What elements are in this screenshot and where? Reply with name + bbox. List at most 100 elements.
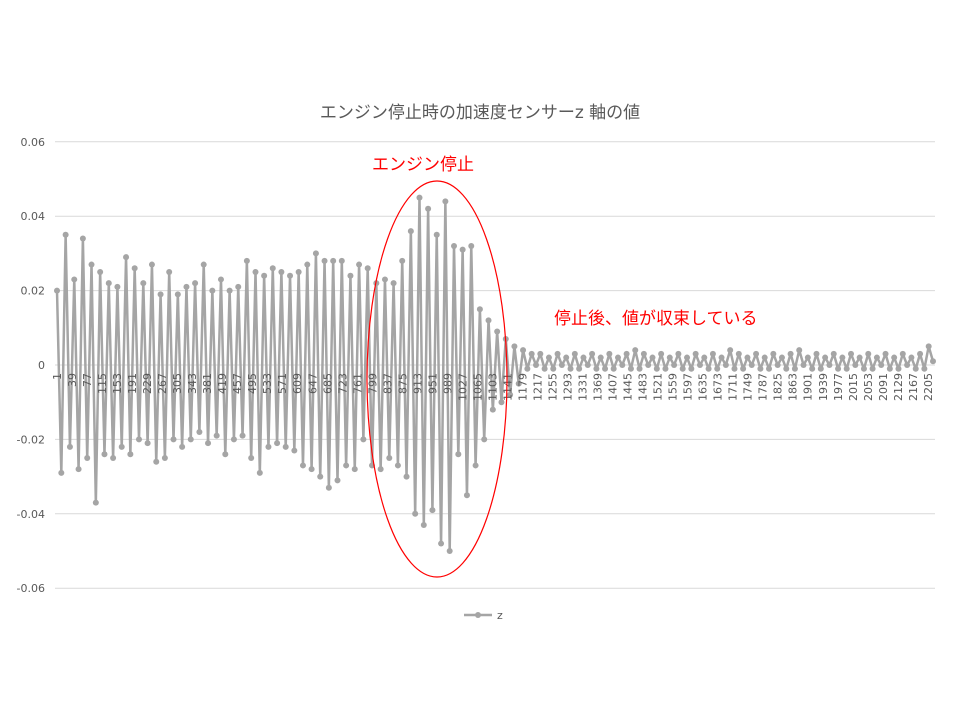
data-point xyxy=(468,242,475,249)
x-tick-label: 1863 xyxy=(787,373,800,401)
data-point xyxy=(800,362,807,368)
engine-stop-highlight-ellipse xyxy=(366,180,508,578)
x-tick-label: 1 xyxy=(51,373,64,380)
x-tick-label: 1939 xyxy=(817,373,830,401)
x-tick-label: 1711 xyxy=(727,373,740,401)
x-tick-label: 1597 xyxy=(682,373,695,401)
data-point xyxy=(925,343,932,350)
data-point xyxy=(709,350,716,357)
data-point xyxy=(403,473,410,480)
x-tick-label: 229 xyxy=(141,373,154,394)
data-point xyxy=(899,350,906,357)
data-point xyxy=(580,354,587,361)
data-point xyxy=(114,283,121,290)
x-tick-label: 1521 xyxy=(652,373,665,401)
data-point xyxy=(420,521,427,528)
data-point xyxy=(97,269,104,275)
data-point xyxy=(235,283,242,290)
y-tick-label: 0.04 xyxy=(21,210,46,223)
data-point xyxy=(222,451,229,458)
data-point xyxy=(356,261,363,268)
data-point xyxy=(179,443,186,450)
data-point xyxy=(679,365,686,372)
data-point xyxy=(869,365,876,372)
data-point xyxy=(485,317,492,324)
data-point xyxy=(183,283,190,290)
data-point xyxy=(722,362,729,368)
data-point xyxy=(895,365,902,372)
data-point xyxy=(921,365,928,372)
x-tick-label: 647 xyxy=(306,373,319,394)
x-tick-label: 1255 xyxy=(546,373,559,401)
data-point xyxy=(390,280,397,287)
data-point xyxy=(606,350,613,357)
data-point xyxy=(912,365,919,372)
data-point xyxy=(338,257,345,264)
data-point xyxy=(381,276,388,283)
x-tick-label: 989 xyxy=(441,373,454,394)
x-tick-label: 1749 xyxy=(742,373,755,401)
annotation-after-stop: 停止後、値が収束している xyxy=(554,309,758,329)
data-point xyxy=(446,548,453,554)
data-point xyxy=(360,436,367,443)
data-point xyxy=(727,347,734,354)
data-point xyxy=(908,354,915,361)
x-tick-label: 761 xyxy=(351,373,364,394)
x-tick-label: 457 xyxy=(231,373,244,394)
data-point xyxy=(817,365,824,372)
data-point xyxy=(494,328,501,335)
data-point xyxy=(666,354,673,361)
data-point xyxy=(835,365,842,372)
x-tick-label: 343 xyxy=(186,373,199,394)
data-point xyxy=(351,466,358,473)
x-tick-label: 1027 xyxy=(456,373,469,401)
data-point xyxy=(558,362,565,368)
data-point xyxy=(576,365,583,372)
x-tick-label: 1369 xyxy=(592,373,605,401)
data-point xyxy=(196,428,203,435)
data-point xyxy=(701,354,708,361)
data-point xyxy=(671,362,678,368)
data-point xyxy=(787,350,794,357)
data-point xyxy=(291,447,298,454)
data-point xyxy=(135,436,142,443)
x-tick-label: 951 xyxy=(426,373,439,394)
data-point xyxy=(675,350,682,357)
data-point xyxy=(274,440,281,447)
data-point xyxy=(804,354,811,361)
data-point xyxy=(105,280,112,287)
data-point xyxy=(623,350,630,357)
data-point xyxy=(766,365,773,372)
x-tick-label: 1977 xyxy=(832,373,845,401)
x-tick-label: 875 xyxy=(396,373,409,394)
data-point xyxy=(783,365,790,372)
data-point xyxy=(144,440,151,447)
data-point xyxy=(217,276,224,283)
data-point xyxy=(662,365,669,372)
x-tick-label: 191 xyxy=(126,373,139,394)
x-tick-label: 2053 xyxy=(862,373,875,401)
data-point xyxy=(192,280,199,287)
x-tick-label: 77 xyxy=(81,373,94,387)
data-point xyxy=(550,365,557,372)
data-point xyxy=(118,443,125,450)
data-point xyxy=(127,451,134,458)
y-tick-label: 0 xyxy=(38,359,45,372)
data-point xyxy=(248,455,255,461)
data-point xyxy=(278,269,285,275)
data-point xyxy=(904,362,911,368)
data-point xyxy=(256,469,263,476)
x-tick-label: 153 xyxy=(111,373,124,394)
data-point xyxy=(688,365,695,372)
data-point xyxy=(515,380,522,387)
data-point xyxy=(856,354,863,361)
data-point xyxy=(200,261,207,268)
data-point xyxy=(489,406,496,413)
data-point xyxy=(239,432,246,439)
y-tick-label: -0.06 xyxy=(17,582,45,595)
legend-marker-icon xyxy=(475,612,481,618)
data-point xyxy=(304,261,311,268)
data-point xyxy=(140,280,147,287)
x-tick-label: 913 xyxy=(411,373,424,394)
data-point xyxy=(602,365,609,372)
